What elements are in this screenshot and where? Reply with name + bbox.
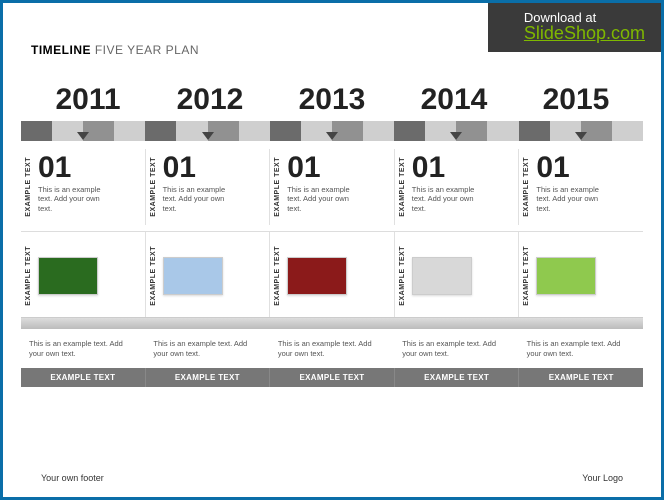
vertical-label: EXAMPLE TEXT: [399, 242, 406, 310]
item-desc: This is an example text. Add your own te…: [536, 185, 604, 213]
label-cell: EXAMPLE TEXT: [395, 368, 520, 387]
shelf: [21, 317, 643, 329]
thumb-cell: EXAMPLE TEXT: [519, 232, 643, 318]
vertical-label: EXAMPLE TEXT: [25, 153, 32, 221]
content-area: 2011 2012 2013 2014 2015 EXAMPLE TEXT01T…: [21, 83, 643, 387]
pointer-icon: [77, 132, 89, 140]
pointer-icon: [575, 132, 587, 140]
year-label: 2015: [515, 83, 637, 117]
year-label: 2014: [393, 83, 515, 117]
primary-cell: EXAMPLE TEXT 01This is an example text. A…: [395, 149, 520, 225]
footer-right: Your Logo: [582, 473, 623, 483]
thumb-cell: EXAMPLE TEXT: [395, 232, 520, 318]
vertical-label: EXAMPLE TEXT: [274, 153, 281, 221]
vertical-label: EXAMPLE TEXT: [523, 242, 530, 310]
item-desc: This is an example text. Add your own te…: [38, 185, 106, 213]
desc-cell: This is an example text. Add your own te…: [394, 339, 518, 358]
pointer-icon: [326, 132, 338, 140]
slide-title: TIMELINE FIVE YEAR PLAN: [31, 43, 199, 57]
primary-cell: EXAMPLE TEXT 01This is an example text. A…: [270, 149, 395, 225]
thumbnail: [412, 257, 472, 295]
timeline-bar: [21, 121, 643, 141]
primary-cell: EXAMPLE TEXT 01This is an example text. A…: [146, 149, 271, 225]
footer: Your own footer Your Logo: [41, 473, 623, 483]
thumb-cell: EXAMPLE TEXT: [270, 232, 395, 318]
vertical-label: EXAMPLE TEXT: [150, 242, 157, 310]
download-link[interactable]: SlideShop.com: [524, 23, 645, 44]
labels-bar: EXAMPLE TEXTEXAMPLE TEXTEXAMPLE TEXTEXAM…: [21, 368, 643, 387]
item-desc: This is an example text. Add your own te…: [163, 185, 231, 213]
vertical-label: EXAMPLE TEXT: [150, 153, 157, 221]
vertical-label: EXAMPLE TEXT: [399, 153, 406, 221]
title-bold: TIMELINE: [31, 43, 91, 57]
slide-frame: Download at SlideShop.com TIMELINE FIVE …: [0, 0, 664, 500]
row-thumbnails: EXAMPLE TEXT EXAMPLE TEXT EXAMPLE TEXT EXAM…: [21, 232, 643, 318]
thumbnail: [38, 257, 98, 295]
vertical-label: EXAMPLE TEXT: [523, 153, 530, 221]
label-cell: EXAMPLE TEXT: [21, 368, 146, 387]
item-number: 01: [287, 153, 355, 183]
label-cell: EXAMPLE TEXT: [270, 368, 395, 387]
thumbnail: [536, 257, 596, 295]
vertical-label: EXAMPLE TEXT: [25, 242, 32, 310]
thumbnail: [287, 257, 347, 295]
desc-cell: This is an example text. Add your own te…: [21, 339, 145, 358]
primary-cell: EXAMPLE TEXT 01This is an example text. A…: [21, 149, 146, 225]
label-cell: EXAMPLE TEXT: [519, 368, 643, 387]
vertical-label: EXAMPLE TEXT: [274, 242, 281, 310]
years-row: 2011 2012 2013 2014 2015: [21, 83, 643, 117]
download-banner: Download at SlideShop.com: [488, 3, 661, 52]
thumb-cell: EXAMPLE TEXT: [146, 232, 271, 318]
year-label: 2013: [271, 83, 393, 117]
row-primary: EXAMPLE TEXT01This is an example text. A…: [21, 149, 643, 225]
pointer-icon: [450, 132, 462, 140]
timeline-pointers: [21, 120, 643, 128]
primary-cell: EXAMPLE TEXT 01This is an example text. A…: [519, 149, 643, 225]
item-desc: This is an example text. Add your own te…: [412, 185, 480, 213]
label-cell: EXAMPLE TEXT: [146, 368, 271, 387]
thumb-cell: EXAMPLE TEXT: [21, 232, 146, 318]
pointer-icon: [202, 132, 214, 140]
desc-cell: This is an example text. Add your own te…: [519, 339, 643, 358]
thumbnail: [163, 257, 223, 295]
item-number: 01: [536, 153, 604, 183]
desc-cell: This is an example text. Add your own te…: [145, 339, 269, 358]
item-desc: This is an example text. Add your own te…: [287, 185, 355, 213]
year-label: 2012: [149, 83, 271, 117]
footer-left: Your own footer: [41, 473, 104, 483]
item-number: 01: [163, 153, 231, 183]
row-descriptions: This is an example text. Add your own te…: [21, 339, 643, 358]
year-label: 2011: [27, 83, 149, 117]
desc-cell: This is an example text. Add your own te…: [270, 339, 394, 358]
item-number: 01: [412, 153, 480, 183]
title-light: FIVE YEAR PLAN: [95, 43, 199, 57]
item-number: 01: [38, 153, 106, 183]
